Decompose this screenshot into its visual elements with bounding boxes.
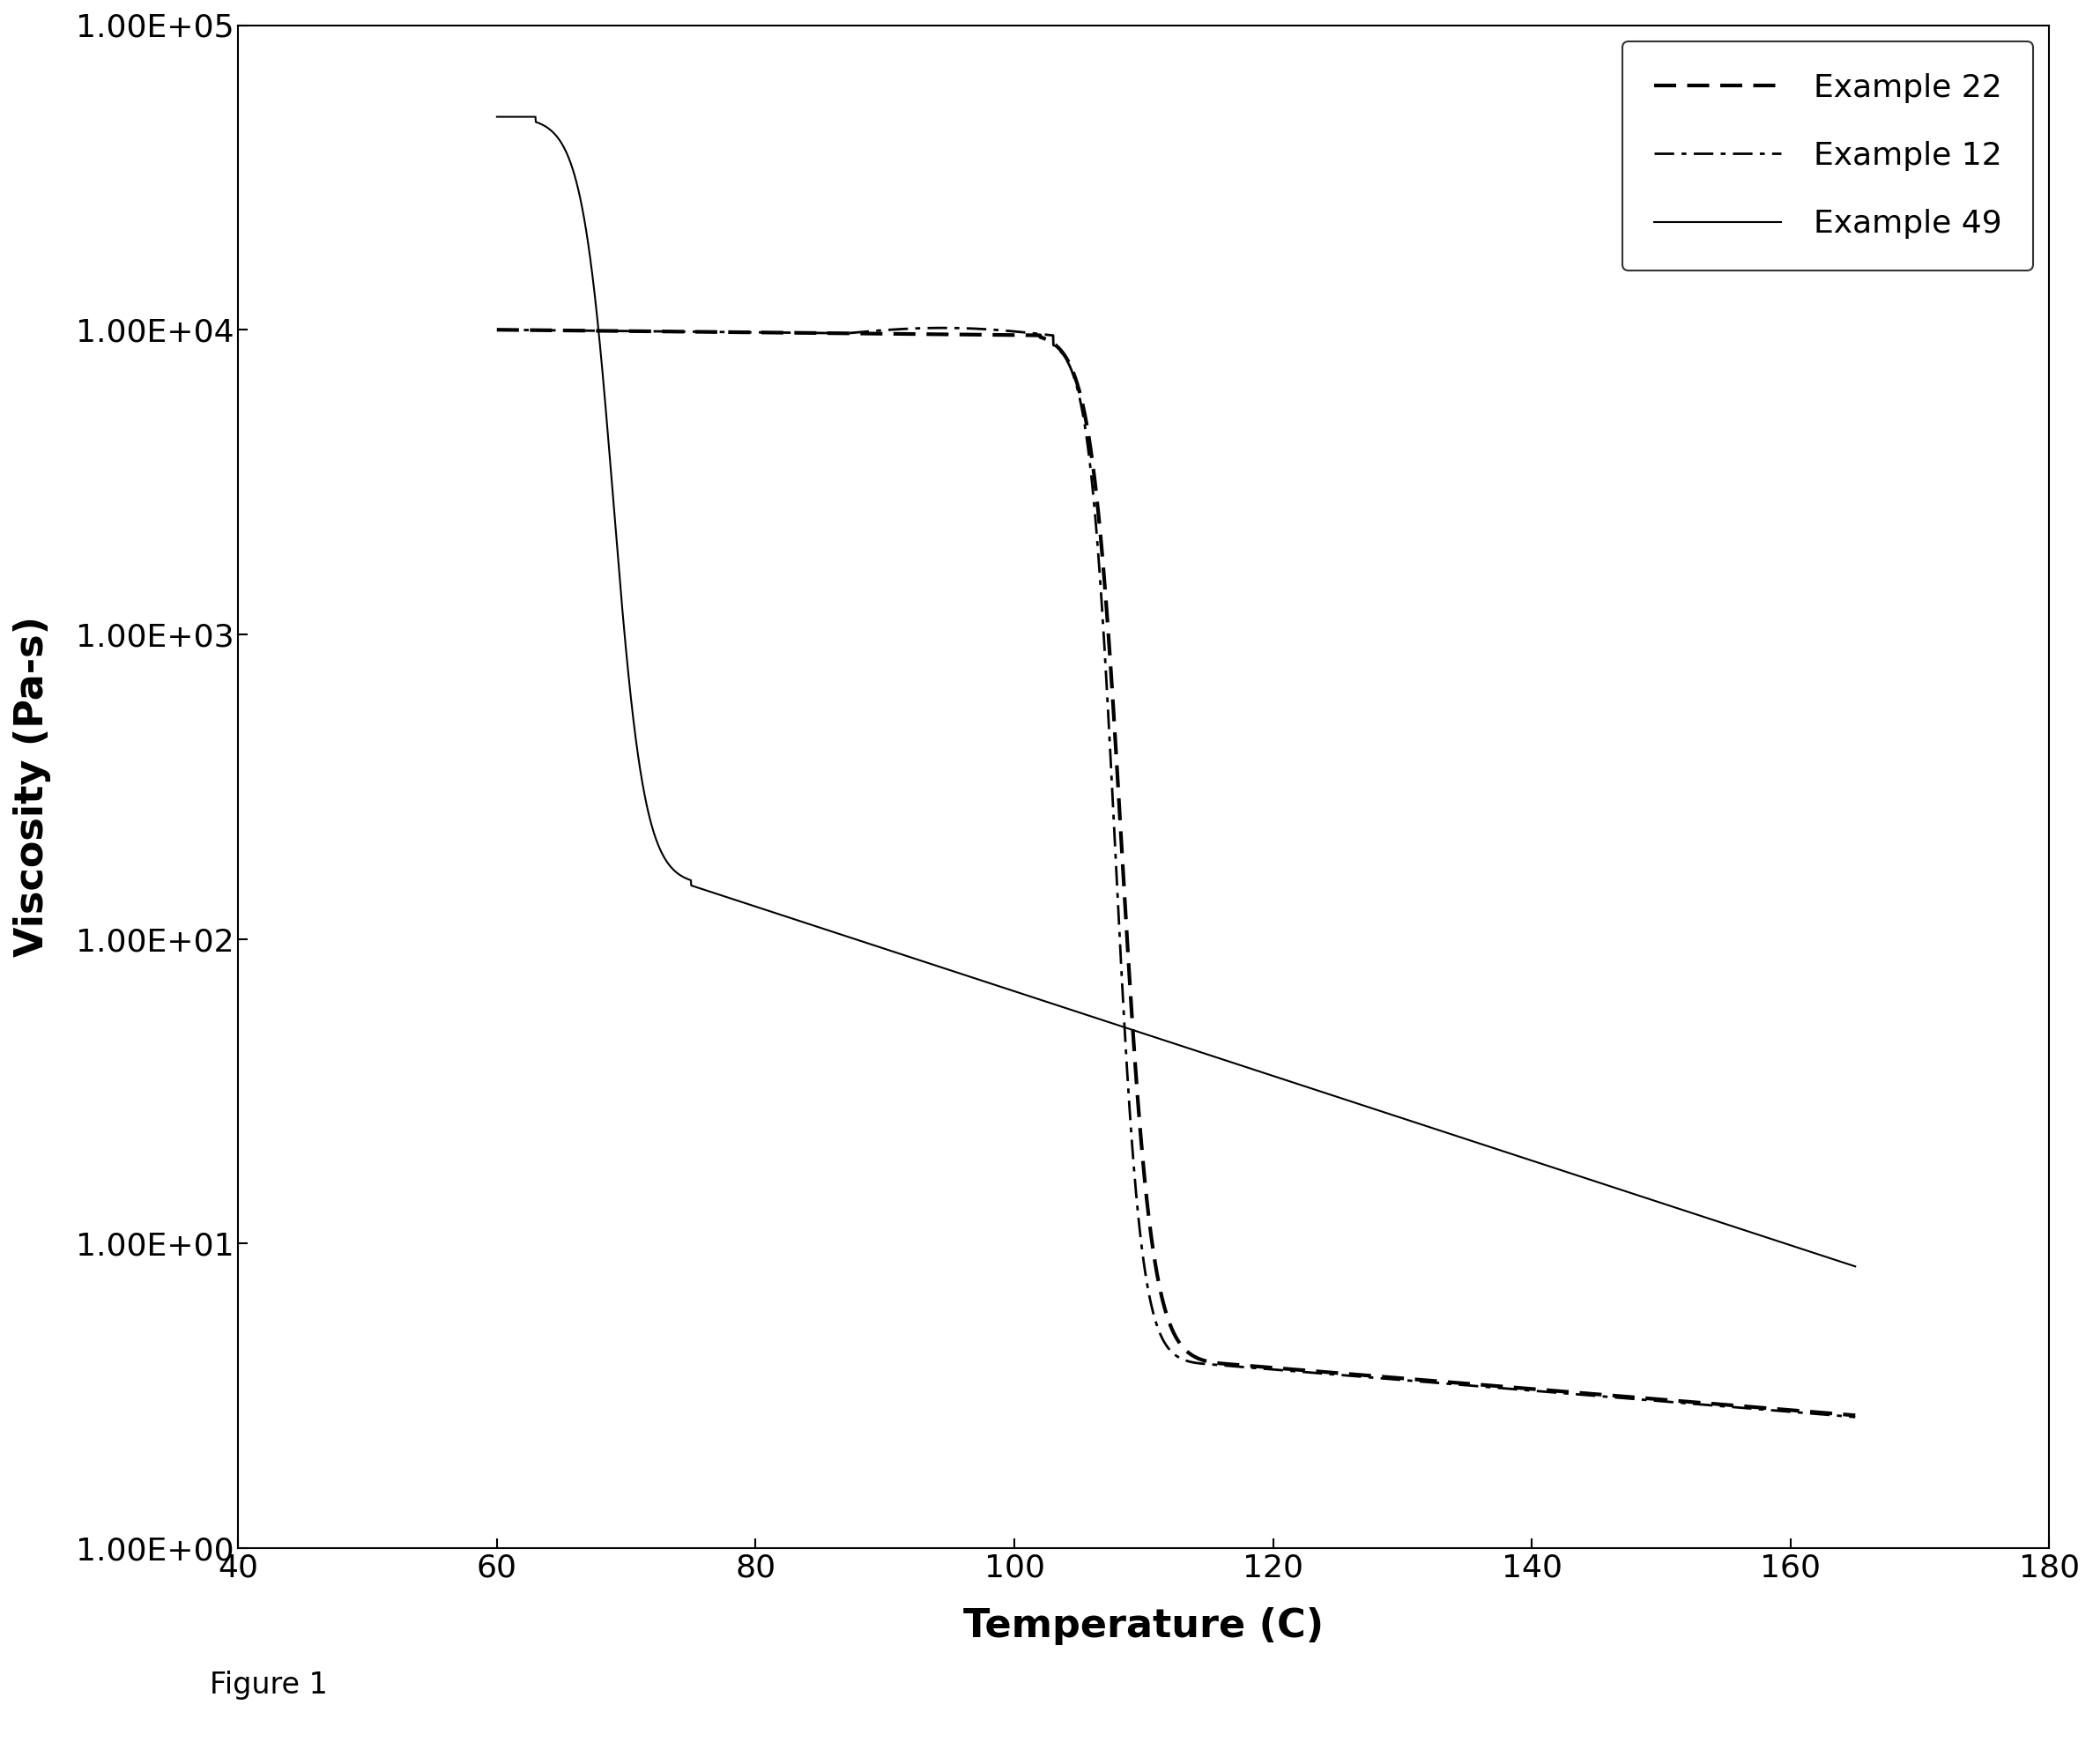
Example 49 (730, 893, 756, 914)
Example 49 (1842, 1256, 1867, 1277)
Example 22 (1842, 1404, 1867, 1425)
Line: Example 22: Example 22 (496, 330, 1854, 1415)
Example 49 (1300, 1078, 1325, 1099)
Example 22 (1601, 1385, 1626, 1406)
Example 12 (1842, 1406, 1867, 1427)
Line: Example 49: Example 49 (496, 116, 1854, 1267)
Example 49 (1367, 1101, 1392, 1122)
Example 22 (1367, 1365, 1392, 1387)
Example 12 (1300, 1362, 1325, 1383)
Example 49 (1499, 1143, 1524, 1164)
Example 12 (483, 319, 509, 340)
Example 49 (1003, 981, 1028, 1002)
Example 49 (483, 106, 509, 127)
Example 49 (1601, 1177, 1626, 1198)
Example 22 (483, 319, 509, 340)
Example 22 (1300, 1360, 1325, 1381)
Y-axis label: Viscosity (Pa-s): Viscosity (Pa-s) (13, 616, 50, 958)
Example 12 (1601, 1387, 1626, 1408)
Legend: Example 22, Example 12, Example 49: Example 22, Example 12, Example 49 (1622, 41, 2034, 272)
Example 22 (1499, 1376, 1524, 1397)
Example 12 (929, 318, 954, 339)
Example 12 (1369, 1367, 1394, 1388)
Line: Example 12: Example 12 (496, 328, 1854, 1416)
Example 12 (1005, 321, 1030, 342)
Example 22 (1003, 325, 1028, 346)
Example 12 (1499, 1378, 1524, 1399)
Example 12 (730, 321, 756, 342)
Example 22 (730, 321, 756, 342)
X-axis label: Temperature (C): Temperature (C) (963, 1607, 1325, 1646)
Text: Figure 1: Figure 1 (209, 1671, 327, 1699)
